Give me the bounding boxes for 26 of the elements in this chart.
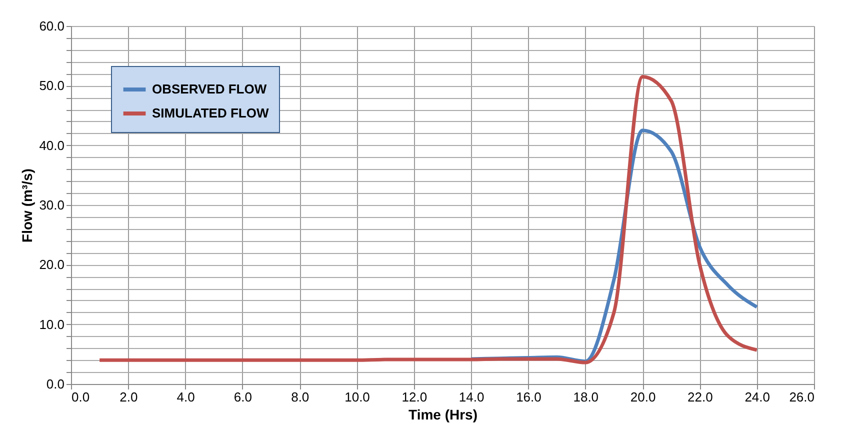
y-axis-title: Flow (m³/s) bbox=[19, 168, 36, 242]
x-tick-label: 14.0 bbox=[458, 390, 484, 404]
y-tick-label: 20.0 bbox=[39, 257, 64, 272]
y-tick-label: 30.0 bbox=[39, 198, 64, 212]
x-tick-label: 2.0 bbox=[120, 390, 138, 404]
y-tick-label: 50.0 bbox=[39, 78, 64, 94]
x-tick-label: 12.0 bbox=[402, 390, 428, 404]
x-tick-label: 20.0 bbox=[630, 390, 656, 404]
x-tick-label: 10.0 bbox=[344, 390, 370, 404]
x-tick-label: 0.0 bbox=[72, 390, 90, 404]
y-tick-label: 0.0 bbox=[46, 376, 64, 392]
x-tick-label: 4.0 bbox=[176, 390, 195, 404]
x-tick-label: 8.0 bbox=[291, 390, 310, 404]
line-series bbox=[98, 74, 759, 364]
x-axis-title: Time (Hrs) bbox=[408, 406, 478, 422]
legend-label: SIMULATED FLOW bbox=[152, 106, 270, 120]
x-tick-label: 16.0 bbox=[516, 390, 542, 404]
legend-label: OBSERVED FLOW bbox=[152, 82, 268, 96]
x-tick-label: 26.0 bbox=[789, 390, 814, 404]
x-tick-label: 24.0 bbox=[744, 390, 770, 404]
x-tick-label: 6.0 bbox=[234, 390, 252, 404]
y-tick-label: 60.0 bbox=[39, 18, 64, 34]
y-tick-label: 40.0 bbox=[39, 138, 64, 153]
x-tick-label: 18.0 bbox=[573, 390, 599, 404]
y-tick-label: 10.0 bbox=[39, 316, 64, 332]
x-tick-label: 22.0 bbox=[688, 390, 713, 404]
